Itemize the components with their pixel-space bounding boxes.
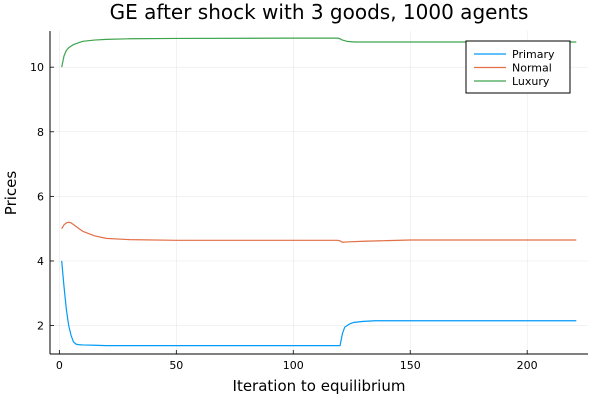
- x-axis-ticks: 0 50 100 150 200: [56, 350, 538, 372]
- x-tick-label: 0: [56, 359, 63, 372]
- y-tick-label: 8: [37, 126, 44, 139]
- chart-title: GE after shock with 3 goods, 1000 agents: [110, 0, 529, 24]
- y-tick-label: 10: [30, 61, 44, 74]
- series-lines: [61, 37, 577, 347]
- series-line-normal: [61, 221, 577, 243]
- series-line-primary: [61, 260, 577, 347]
- x-tick-label: 200: [517, 359, 538, 372]
- series-line-luxury: [61, 37, 577, 68]
- x-tick-label: 50: [169, 359, 183, 372]
- y-tick-label: 2: [37, 320, 44, 333]
- legend-label-luxury: Luxury: [512, 75, 550, 88]
- x-gridlines: [59, 31, 528, 354]
- x-axis-title: Iteration to equilibrium: [233, 377, 406, 395]
- legend-label-normal: Normal: [512, 62, 552, 75]
- x-tick-label: 100: [283, 359, 304, 372]
- y-tick-label: 6: [37, 190, 44, 203]
- y-gridlines: [50, 66, 588, 326]
- y-tick-label: 4: [37, 255, 44, 268]
- x-tick-label: 150: [400, 359, 421, 372]
- legend-label-primary: Primary: [512, 48, 555, 61]
- y-axis-title: Prices: [2, 171, 20, 216]
- y-axis-ticks: 2 4 6 8 10: [30, 61, 54, 333]
